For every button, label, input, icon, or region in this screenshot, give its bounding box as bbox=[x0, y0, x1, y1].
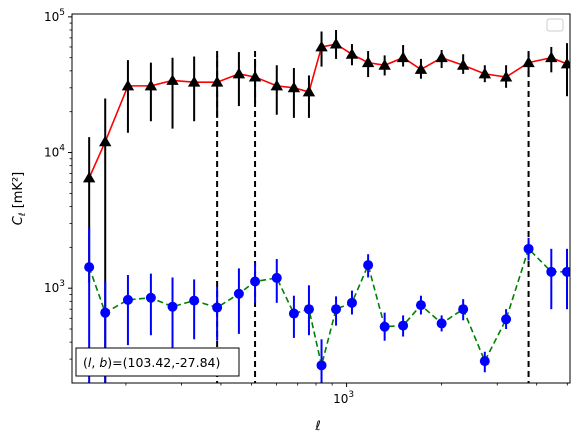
circle-marker bbox=[479, 356, 490, 367]
triangle-marker bbox=[396, 51, 410, 63]
triangle-marker bbox=[414, 63, 428, 74]
circle-marker bbox=[212, 302, 223, 313]
triangle-marker bbox=[499, 70, 513, 82]
triangle-marker bbox=[210, 75, 224, 87]
y-tick-label: 105 bbox=[44, 8, 65, 24]
circle-marker bbox=[415, 300, 426, 311]
triangle-marker bbox=[560, 57, 570, 69]
triangle-marker bbox=[378, 59, 391, 70]
circle-marker bbox=[316, 360, 327, 371]
triangle-marker bbox=[166, 74, 179, 85]
triangle-marker bbox=[121, 79, 135, 91]
circle-marker bbox=[546, 266, 557, 277]
circle-marker bbox=[145, 292, 156, 303]
circle-marker bbox=[379, 321, 390, 332]
y-axis-label: Cℓ [mK²] bbox=[11, 172, 28, 225]
circle-marker bbox=[233, 288, 244, 299]
circle-marker bbox=[501, 314, 512, 325]
axes-frame bbox=[71, 13, 571, 384]
triangle-marker bbox=[187, 75, 201, 87]
triangle-marker bbox=[345, 48, 359, 59]
circle-marker bbox=[363, 260, 374, 271]
x-tick-label: 103 bbox=[333, 390, 354, 406]
circle-marker bbox=[523, 243, 534, 254]
triangle-marker bbox=[435, 51, 448, 63]
circle-marker bbox=[250, 276, 261, 287]
triangle-marker bbox=[545, 51, 558, 63]
circle-marker bbox=[122, 294, 133, 305]
triangle-marker bbox=[522, 56, 535, 68]
circle-marker bbox=[189, 295, 200, 306]
triangle-marker bbox=[232, 67, 246, 79]
triangle-marker bbox=[99, 135, 112, 147]
series-line-solid bbox=[88, 43, 568, 179]
plot-area bbox=[82, 30, 570, 383]
circle-marker bbox=[398, 320, 409, 331]
triangle-marker bbox=[248, 70, 262, 82]
triangle-marker bbox=[144, 79, 158, 91]
circle-marker bbox=[271, 272, 282, 283]
triangle-marker bbox=[270, 79, 283, 91]
triangle-marker bbox=[478, 67, 492, 79]
circle-marker bbox=[346, 297, 357, 308]
triangle-marker bbox=[82, 171, 96, 183]
triangle-marker bbox=[361, 56, 375, 68]
triangle-marker bbox=[329, 37, 343, 49]
triangle-marker bbox=[302, 85, 316, 97]
triangle-marker bbox=[315, 40, 328, 52]
annotation-text: (l, b)=(103.42,-27.84) bbox=[83, 355, 220, 370]
circle-marker bbox=[100, 307, 111, 318]
circle-marker bbox=[458, 304, 469, 315]
y-tick-label: 104 bbox=[44, 144, 65, 160]
y-tick-label: 103 bbox=[44, 279, 65, 295]
annotation-box bbox=[75, 347, 240, 377]
circle-marker bbox=[562, 266, 570, 277]
circle-marker bbox=[436, 318, 447, 329]
legend-box bbox=[546, 18, 564, 32]
circle-marker bbox=[84, 262, 95, 273]
x-axis-label: ℓ bbox=[314, 419, 320, 434]
circle-marker bbox=[167, 301, 178, 312]
triangle-marker bbox=[456, 59, 470, 70]
triangle-marker bbox=[287, 81, 301, 93]
circle-marker bbox=[331, 304, 342, 315]
circle-marker bbox=[288, 308, 299, 319]
circle-marker bbox=[303, 304, 314, 315]
